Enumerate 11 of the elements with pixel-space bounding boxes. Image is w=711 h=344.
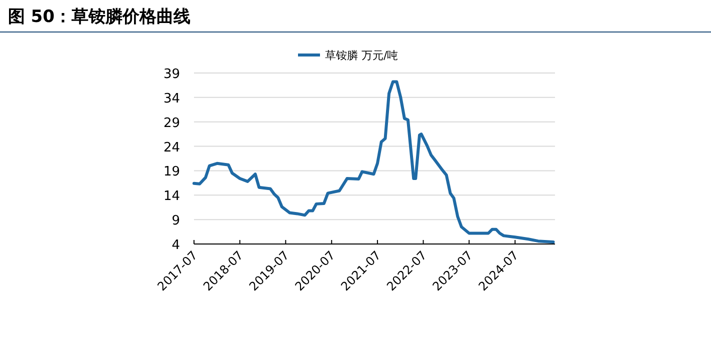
chart-title: 图 50：草铵膦价格曲线 [8, 7, 191, 27]
y-tick-label: 14 [163, 189, 180, 204]
legend-label: 草铵膦 万元/吨 [325, 49, 398, 62]
y-tick-label: 24 [163, 140, 180, 156]
y-tick-label: 9 [172, 214, 180, 229]
line-series [192, 80, 555, 244]
y-tick-label: 19 [163, 164, 180, 180]
y-tick-label: 4 [172, 238, 180, 253]
y-tick-label: 29 [163, 116, 180, 131]
y-tick-label: 39 [163, 67, 180, 82]
y-tick-label: 34 [163, 91, 180, 106]
